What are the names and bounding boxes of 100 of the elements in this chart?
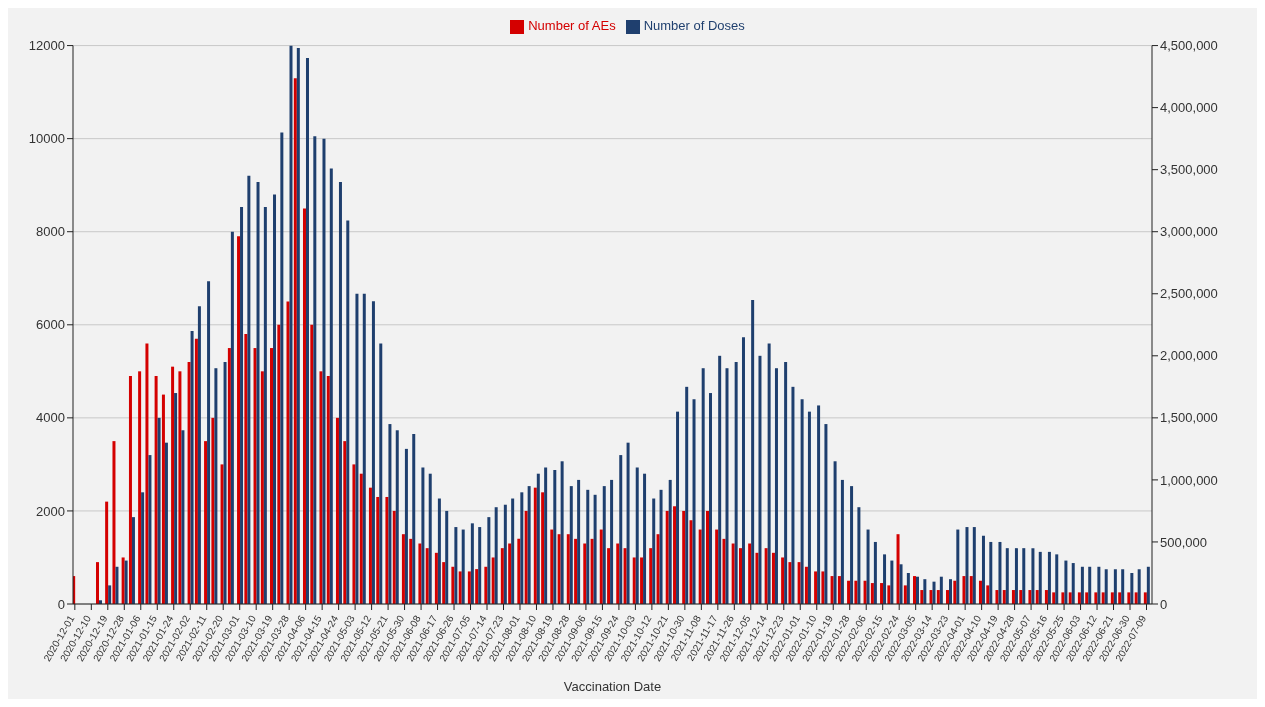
bar	[758, 355, 762, 604]
bar	[412, 433, 416, 604]
bar	[830, 576, 834, 604]
bar	[840, 479, 844, 604]
y-tick-label: 10000	[28, 131, 65, 147]
bar	[1055, 554, 1059, 604]
bar	[725, 368, 729, 604]
bar	[362, 293, 366, 604]
bar	[734, 362, 738, 604]
bar	[847, 580, 851, 604]
bar	[635, 467, 639, 604]
bar	[1064, 560, 1068, 604]
y2-tick-label: 4,000,000	[1160, 100, 1218, 116]
bar	[108, 585, 112, 604]
y-tick-label: 12000	[28, 38, 65, 54]
bar	[1019, 590, 1023, 604]
bar	[863, 580, 867, 604]
y-tick-label: 2000	[36, 503, 65, 519]
bar	[751, 299, 755, 604]
bar	[112, 441, 116, 604]
bar	[1061, 592, 1065, 604]
y2-tick-label: 0	[1160, 596, 1168, 612]
bar	[1002, 590, 1006, 604]
bar	[1011, 590, 1015, 604]
bar	[995, 590, 999, 604]
bar	[857, 507, 861, 604]
bar	[1104, 569, 1108, 604]
bar	[1146, 566, 1150, 604]
bar	[701, 368, 705, 604]
bar	[445, 510, 449, 604]
bar	[560, 461, 564, 604]
bar	[610, 479, 614, 604]
bar	[791, 386, 795, 604]
bar	[478, 527, 482, 604]
bar	[1022, 548, 1026, 604]
legend-label: Number of AEs	[528, 18, 616, 33]
bar	[800, 399, 804, 604]
bar	[741, 337, 745, 604]
bar	[428, 473, 432, 604]
bar	[797, 562, 801, 604]
y2-tick-label: 1,000,000	[1160, 472, 1218, 488]
bar	[883, 554, 887, 604]
bar	[788, 562, 792, 604]
bar	[998, 541, 1002, 604]
bar	[718, 355, 722, 604]
bar	[1080, 566, 1084, 604]
y2-tick-label: 3,500,000	[1160, 162, 1218, 178]
y2-tick-label: 4,500,000	[1160, 38, 1218, 54]
bar	[731, 543, 735, 604]
bar	[837, 576, 841, 604]
bar	[1137, 569, 1141, 604]
bar	[1097, 566, 1101, 604]
bar	[138, 371, 142, 604]
bar	[715, 529, 719, 604]
bar	[1052, 592, 1056, 604]
bar	[764, 548, 768, 604]
bar	[771, 552, 775, 604]
bar	[95, 562, 99, 604]
bar	[807, 411, 811, 604]
bar	[1068, 592, 1072, 604]
bar	[1071, 563, 1075, 604]
bar	[981, 535, 985, 604]
y-tick-label: 6000	[36, 317, 65, 333]
bar	[850, 486, 854, 604]
y2-tick-label: 2,000,000	[1160, 348, 1218, 364]
bar	[371, 301, 375, 604]
bar	[755, 552, 759, 604]
bar	[470, 523, 474, 604]
bar	[1113, 569, 1117, 604]
bar	[956, 529, 960, 604]
bar	[1130, 572, 1134, 604]
bar	[421, 467, 425, 604]
bar	[454, 527, 458, 604]
bar	[355, 293, 359, 604]
bar	[1005, 548, 1009, 604]
bar	[1035, 590, 1039, 604]
bar	[643, 473, 647, 604]
bar	[1014, 548, 1018, 604]
bar	[784, 362, 788, 604]
bar	[833, 461, 837, 604]
bar	[1088, 566, 1092, 604]
bar	[873, 541, 877, 604]
bar	[1038, 551, 1042, 604]
bar	[814, 571, 818, 604]
bar	[986, 585, 990, 604]
bar	[1121, 569, 1125, 604]
x-axis-title: Vaccination Date	[563, 679, 662, 694]
bar	[738, 548, 742, 604]
bar	[748, 543, 752, 604]
bar	[437, 498, 441, 604]
bar	[866, 529, 870, 604]
y2-tick-label: 1,500,000	[1160, 410, 1218, 426]
bar	[817, 405, 821, 604]
bar	[774, 368, 778, 604]
bar	[379, 343, 383, 604]
bar	[1047, 551, 1051, 604]
bar	[972, 527, 976, 604]
bar	[965, 527, 969, 604]
bar	[461, 529, 465, 604]
bar	[619, 455, 623, 604]
